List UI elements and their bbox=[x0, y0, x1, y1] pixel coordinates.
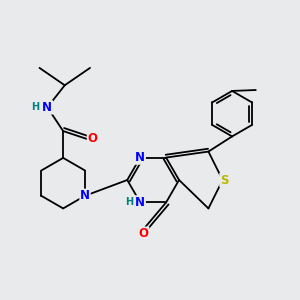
Text: N: N bbox=[135, 151, 145, 164]
Text: H: H bbox=[125, 197, 133, 207]
Text: O: O bbox=[88, 132, 98, 145]
Text: H: H bbox=[31, 102, 39, 112]
Text: S: S bbox=[220, 173, 229, 187]
Text: N: N bbox=[42, 101, 52, 114]
Text: O: O bbox=[139, 227, 149, 240]
Text: N: N bbox=[80, 189, 90, 202]
Text: N: N bbox=[135, 196, 145, 209]
